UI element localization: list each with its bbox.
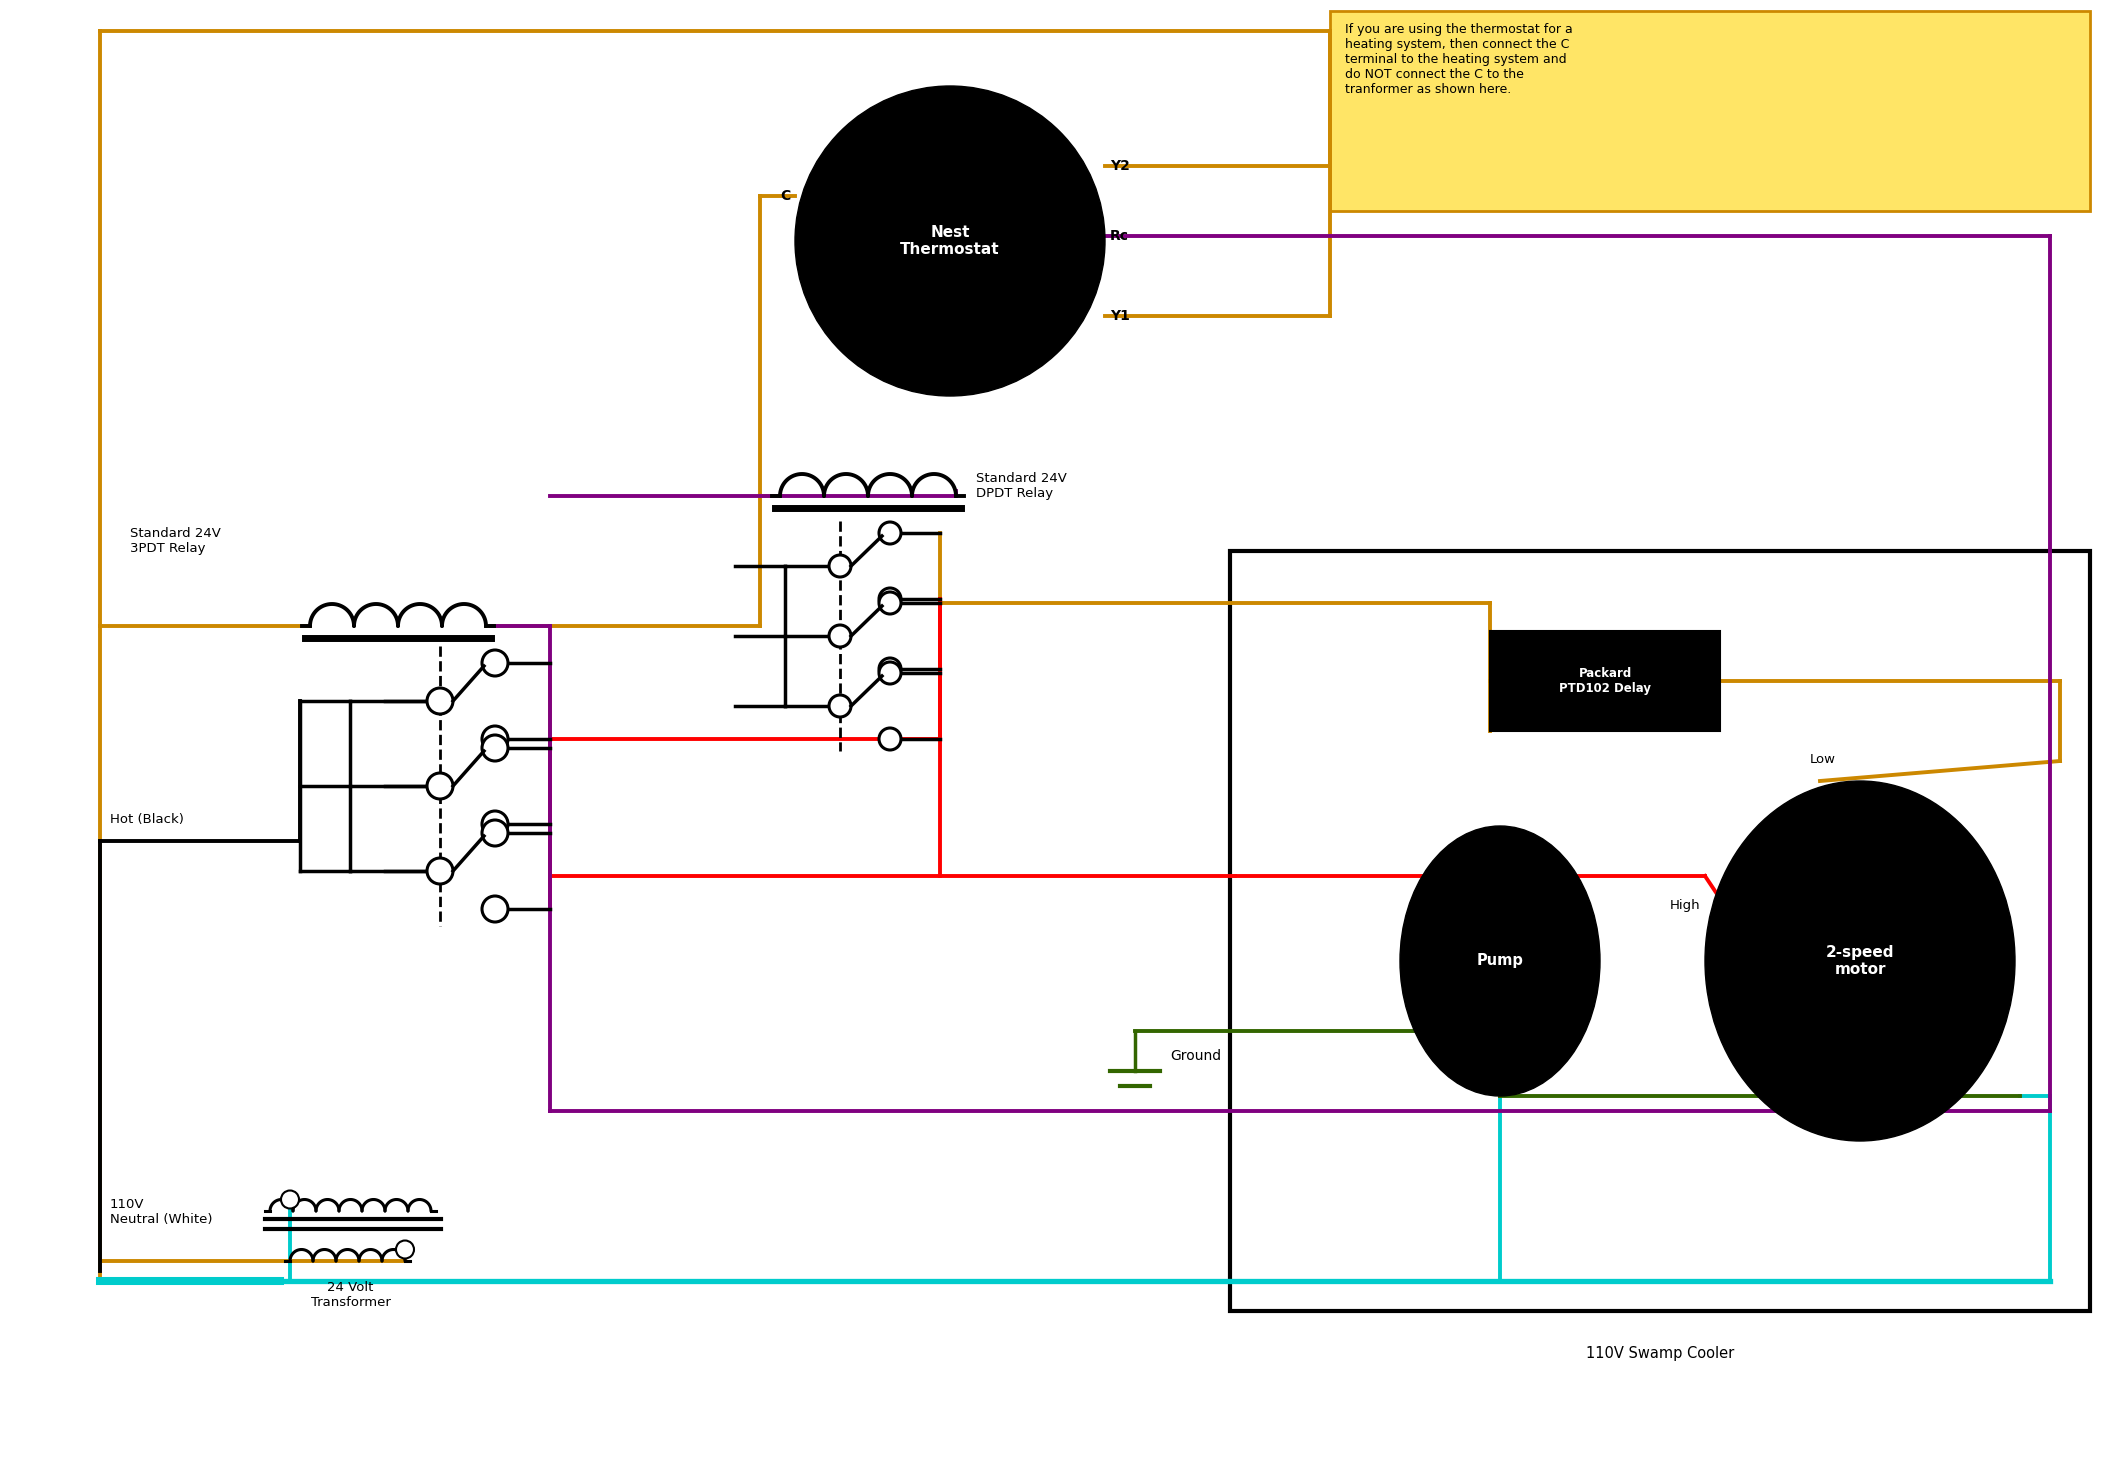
Circle shape [878, 728, 901, 749]
Circle shape [830, 625, 851, 647]
Text: Low: Low [1809, 752, 1837, 766]
Text: High: High [1670, 900, 1699, 913]
Circle shape [426, 773, 454, 799]
Circle shape [481, 811, 509, 837]
Text: 24 Volt
Transformer: 24 Volt Transformer [310, 1281, 391, 1309]
Circle shape [878, 662, 901, 684]
Circle shape [481, 896, 509, 922]
Ellipse shape [1400, 825, 1600, 1096]
Circle shape [426, 688, 454, 714]
Text: 2-speed
motor: 2-speed motor [1826, 945, 1894, 977]
Circle shape [878, 522, 901, 543]
Circle shape [878, 587, 901, 611]
Circle shape [796, 86, 1104, 396]
Text: 110V
Neutral (White): 110V Neutral (White) [110, 1198, 213, 1226]
Text: Nest
Thermostat: Nest Thermostat [899, 225, 1001, 257]
Text: Standard 24V
3PDT Relay: Standard 24V 3PDT Relay [131, 527, 222, 555]
Circle shape [481, 735, 509, 761]
Circle shape [481, 820, 509, 846]
Text: Pump: Pump [1476, 954, 1524, 969]
Circle shape [878, 657, 901, 679]
Ellipse shape [1706, 782, 2016, 1141]
Circle shape [397, 1240, 414, 1258]
Circle shape [481, 726, 509, 752]
Text: Standard 24V
DPDT Relay: Standard 24V DPDT Relay [975, 472, 1066, 500]
Text: If you are using the thermostat for a
heating system, then connect the C
termina: If you are using the thermostat for a he… [1345, 23, 1573, 96]
Circle shape [426, 858, 454, 884]
Circle shape [481, 650, 509, 676]
Circle shape [830, 695, 851, 717]
FancyBboxPatch shape [1330, 12, 2090, 210]
Circle shape [878, 592, 901, 614]
Circle shape [830, 555, 851, 577]
Text: Packard
PTD102 Delay: Packard PTD102 Delay [1560, 668, 1651, 695]
FancyBboxPatch shape [1490, 631, 1720, 730]
Text: Y1: Y1 [1110, 308, 1129, 323]
Text: Hot (Black): Hot (Black) [110, 812, 184, 825]
Text: Ground: Ground [1169, 1049, 1220, 1064]
Text: 110V Swamp Cooler: 110V Swamp Cooler [1585, 1346, 1733, 1362]
Circle shape [281, 1191, 300, 1208]
Text: Y2: Y2 [1110, 159, 1129, 172]
Text: Rc: Rc [1110, 229, 1129, 243]
Text: C: C [779, 188, 790, 203]
